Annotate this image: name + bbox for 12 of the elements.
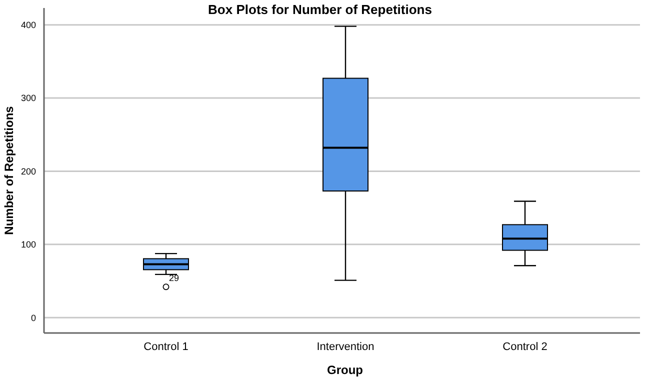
annotation: 29	[169, 272, 180, 283]
y-tick-label: 100	[20, 240, 36, 250]
x-axis-title: Group	[327, 363, 363, 377]
y-tick-label: 300	[20, 93, 36, 104]
x-tick-label: Control 1	[144, 341, 188, 353]
y-tick-label: 400	[20, 20, 36, 30]
y-tick-label: 0	[30, 312, 36, 323]
x-tick-label: Intervention	[316, 341, 374, 353]
x-tick-label: Control 2	[502, 341, 548, 353]
y-axis-title: Number of Repetitions	[2, 106, 16, 235]
y-tick-label: 200	[20, 166, 36, 176]
chart-title: Box Plots for Number of Repetitions	[208, 2, 432, 17]
